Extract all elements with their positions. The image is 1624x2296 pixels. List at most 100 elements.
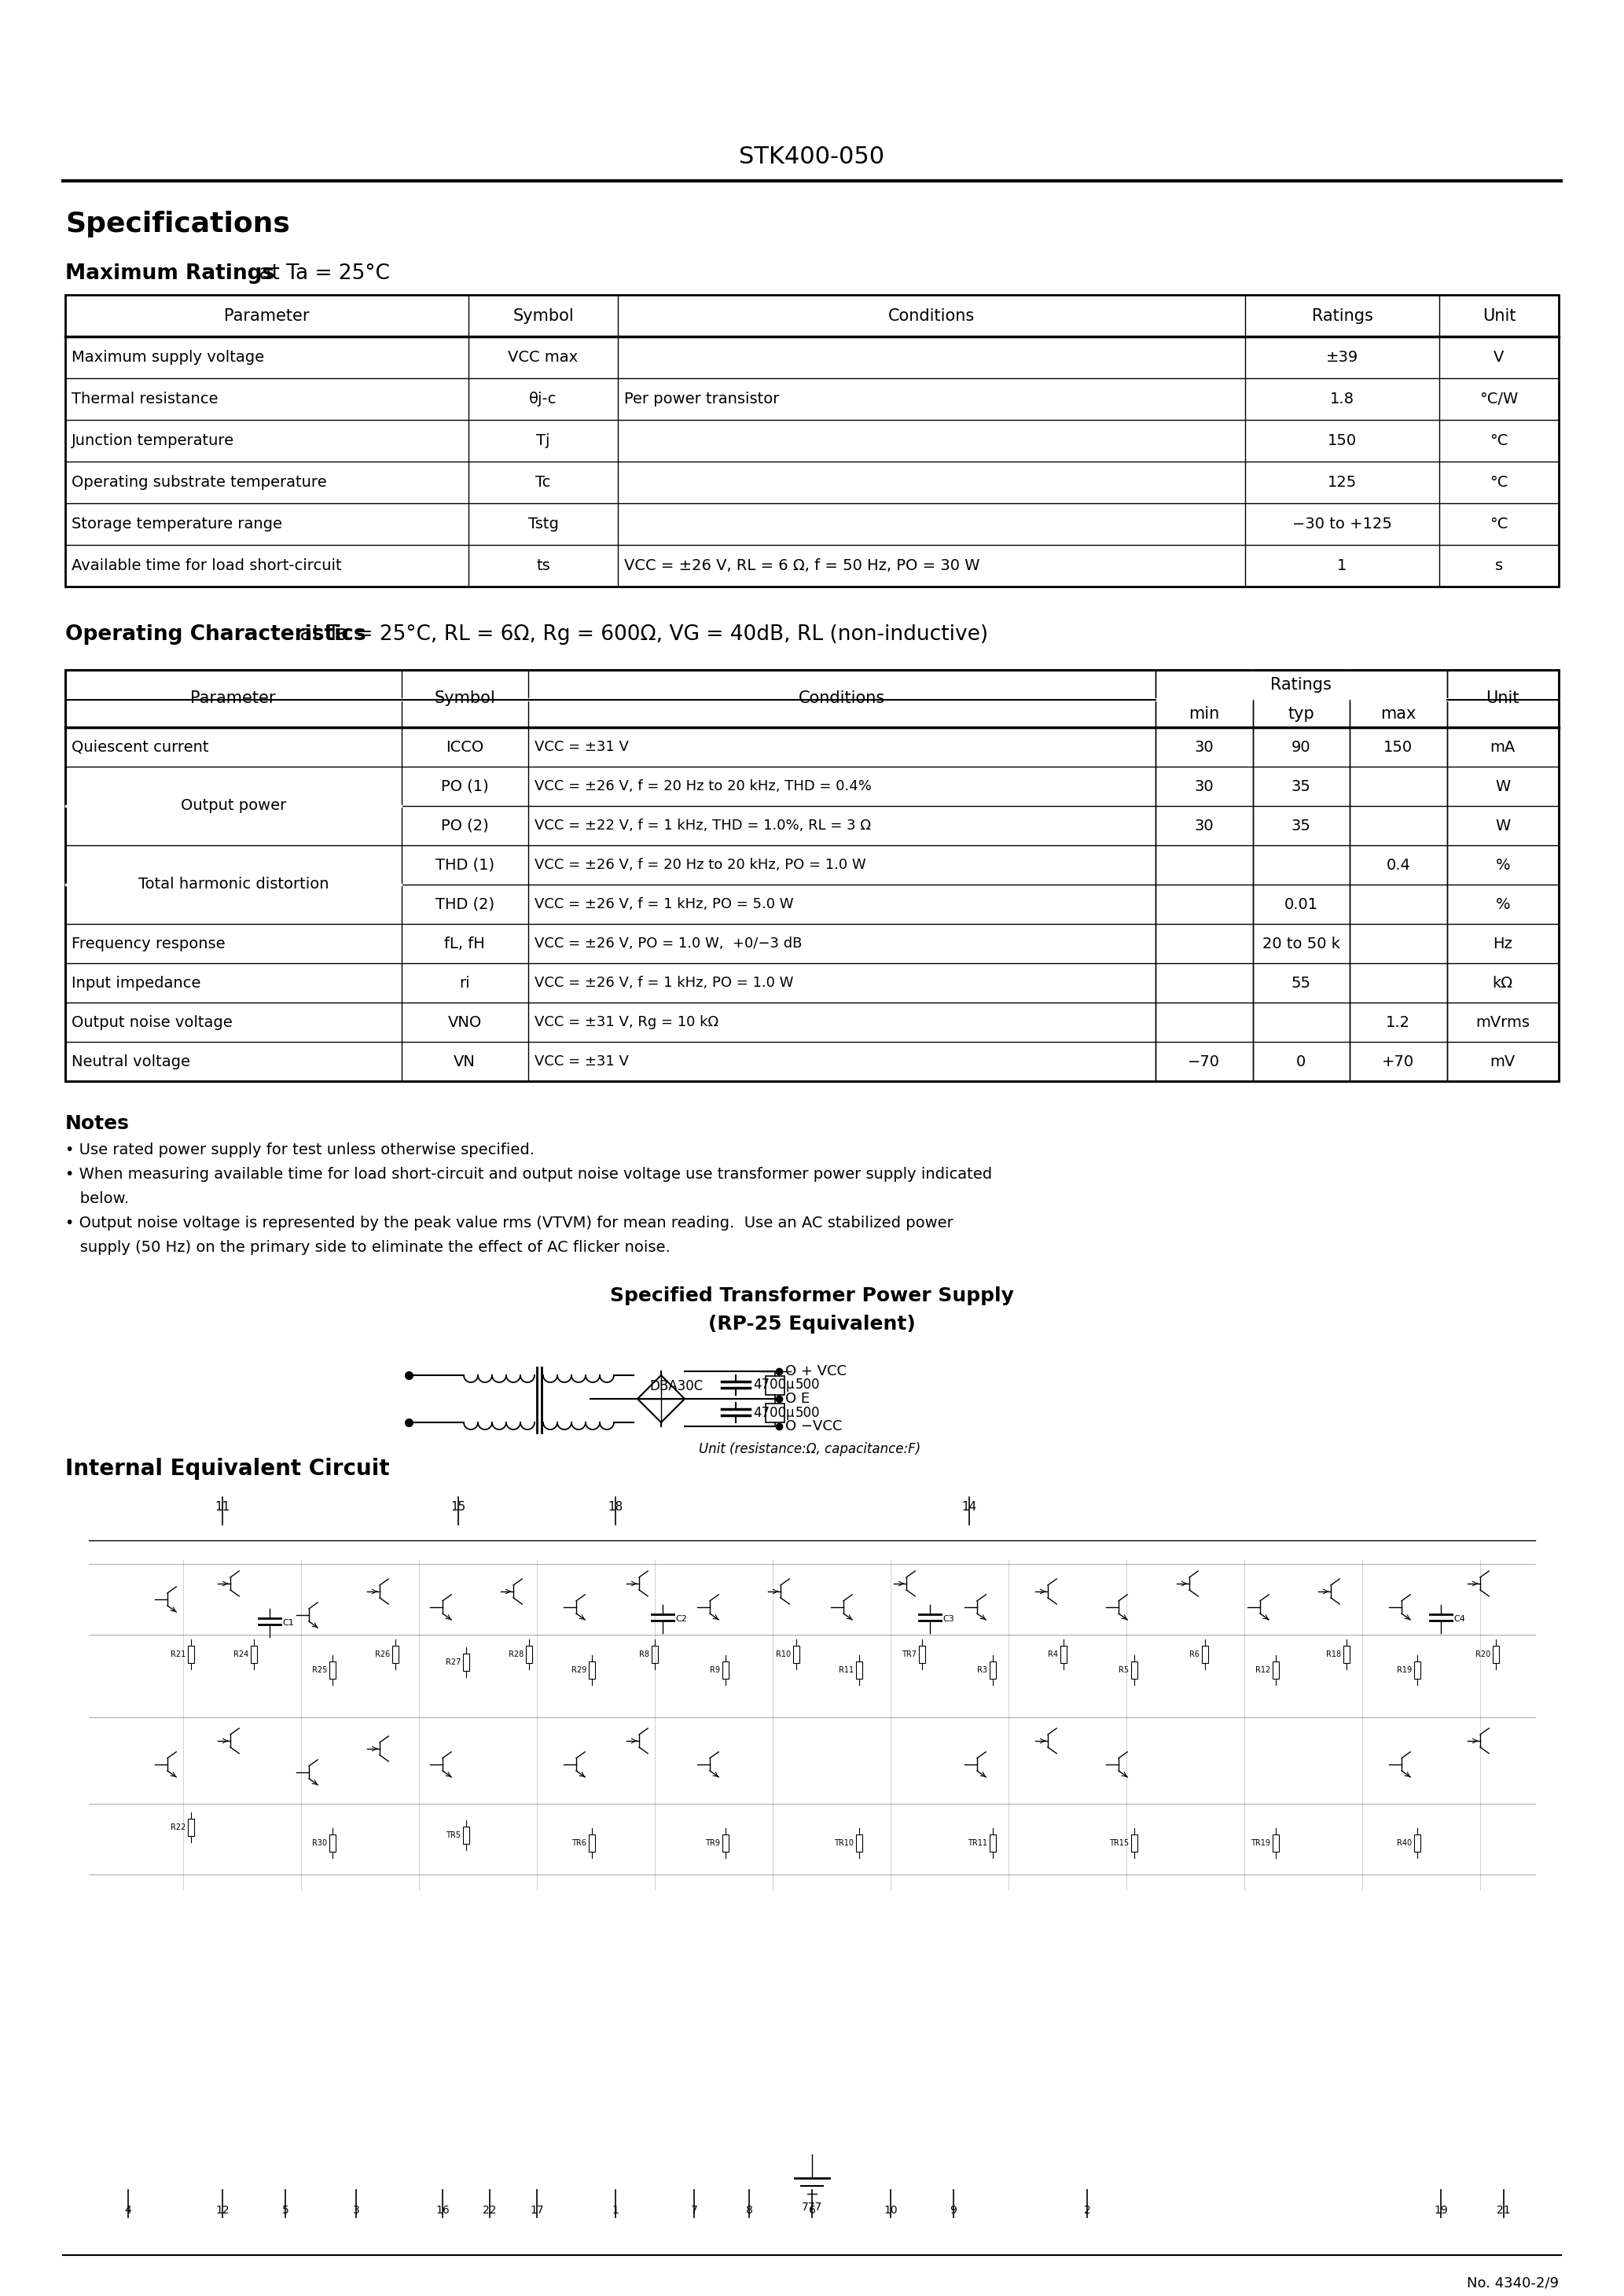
Text: 22: 22 [482,2204,497,2216]
Bar [463,1828,469,1844]
Text: 125: 125 [1327,475,1356,489]
Text: 4700μ: 4700μ [754,1378,794,1391]
Text: Symbol: Symbol [434,691,495,707]
Text: TR19: TR19 [1250,1839,1270,1846]
Text: at Ta = 25°C, RL = 6Ω, Rg = 600Ω, VG = 40dB, RL (non-inductive): at Ta = 25°C, RL = 6Ω, Rg = 600Ω, VG = 4… [294,625,987,645]
Text: °C: °C [1489,475,1509,489]
Text: R29: R29 [572,1667,586,1674]
Bar [590,1835,594,1853]
Text: Operating Characteristics: Operating Characteristics [65,625,365,645]
Text: DBA30C: DBA30C [650,1380,703,1394]
Text: Specified Transformer Power Supply: Specified Transformer Power Supply [611,1286,1013,1304]
Text: 150: 150 [1327,434,1356,448]
Text: Total harmonic distortion: Total harmonic distortion [138,877,328,893]
Text: Available time for load short-circuit: Available time for load short-circuit [71,558,341,574]
Text: 11: 11 [214,1502,231,1513]
Text: Tj: Tj [536,434,551,448]
Text: TR6: TR6 [572,1839,586,1846]
Text: Frequency response: Frequency response [71,937,226,951]
Text: 90: 90 [1291,739,1311,755]
Text: 19: 19 [1434,2204,1449,2216]
Text: 7: 7 [690,2204,698,2216]
Bar [330,1662,336,1678]
Text: R22: R22 [171,1823,185,1832]
Text: Tc: Tc [536,475,551,489]
Text: VCC = ±31 V: VCC = ±31 V [534,1054,628,1068]
Text: %: % [1496,856,1510,872]
Text: R26: R26 [375,1651,390,1658]
Text: typ: typ [1288,705,1314,721]
Text: C4: C4 [1453,1614,1465,1623]
Bar [65,294,1559,585]
Text: Specifications: Specifications [65,211,291,236]
Text: 1: 1 [1337,558,1346,574]
Text: 6: 6 [809,2204,815,2216]
Text: VCC = ±26 V, f = 1 kHz, PO = 5.0 W: VCC = ±26 V, f = 1 kHz, PO = 5.0 W [534,898,794,912]
Text: Parameter: Parameter [190,691,276,707]
Text: °C/W: °C/W [1479,393,1518,406]
Text: Neutral voltage: Neutral voltage [71,1054,190,1070]
Bar [723,1835,729,1853]
Text: ICCO: ICCO [447,739,484,755]
Bar [989,1662,996,1678]
Text: 500: 500 [796,1405,820,1419]
Bar [463,1653,469,1671]
Text: Parameter: Parameter [224,308,310,324]
Text: 20 to 50 k: 20 to 50 k [1262,937,1340,951]
Text: 18: 18 [607,1502,624,1513]
Bar [989,1835,996,1853]
Bar [1273,1835,1280,1853]
Bar [65,1497,1559,2218]
Text: R3: R3 [978,1667,987,1674]
Text: 9: 9 [950,2204,957,2216]
Text: VCC = ±26 V, RL = 6 Ω, f = 50 Hz, PO = 30 W: VCC = ±26 V, RL = 6 Ω, f = 50 Hz, PO = 3… [624,558,979,574]
Text: W: W [1496,778,1510,794]
Text: Notes: Notes [65,1114,130,1132]
Text: Maximum supply voltage: Maximum supply voltage [71,349,265,365]
Text: 777: 777 [802,2202,822,2213]
Text: Conditions: Conditions [799,691,885,707]
Text: Thermal resistance: Thermal resistance [71,393,218,406]
Text: R40: R40 [1397,1839,1411,1846]
Bar [526,1646,533,1662]
Bar [590,1662,594,1678]
Text: Internal Equivalent Circuit: Internal Equivalent Circuit [65,1458,390,1481]
Text: 30: 30 [1194,739,1213,755]
Bar [393,1646,398,1662]
Text: PO (2): PO (2) [440,817,489,833]
Text: Unit: Unit [1483,308,1515,324]
Text: R19: R19 [1397,1667,1411,1674]
Text: R6: R6 [1189,1651,1200,1658]
Text: VCC = ±22 V, f = 1 kHz, THD = 1.0%, RL = 3 Ω: VCC = ±22 V, f = 1 kHz, THD = 1.0%, RL =… [534,820,870,833]
Text: 1.2: 1.2 [1385,1015,1410,1029]
Text: R4: R4 [1047,1651,1059,1658]
Text: min: min [1189,705,1220,721]
Text: VCC = ±26 V, f = 1 kHz, PO = 1.0 W: VCC = ±26 V, f = 1 kHz, PO = 1.0 W [534,976,794,990]
Text: mVrms: mVrms [1476,1015,1530,1029]
Bar [651,1646,658,1662]
Text: V: V [1494,349,1504,365]
Bar [250,1646,257,1662]
Bar [330,1835,336,1853]
Text: O E: O E [786,1391,810,1405]
Text: Symbol: Symbol [513,308,573,324]
Text: 8: 8 [745,2204,752,2216]
Bar [793,1646,799,1662]
Text: W: W [1496,817,1510,833]
Bar [765,1375,784,1394]
Text: max: max [1380,705,1416,721]
Text: THD (2): THD (2) [435,898,494,912]
Text: R12: R12 [1255,1667,1270,1674]
Text: 15: 15 [451,1502,466,1513]
Bar [1415,1835,1421,1853]
Text: 5: 5 [283,2204,289,2216]
Text: • Use rated power supply for test unless otherwise specified.: • Use rated power supply for test unless… [65,1143,534,1157]
Text: R5: R5 [1119,1667,1129,1674]
Text: 150: 150 [1384,739,1413,755]
Bar [1132,1662,1137,1678]
Bar [723,1662,729,1678]
Text: 30: 30 [1194,778,1213,794]
Text: VNO: VNO [448,1015,482,1029]
Text: Maximum Ratings: Maximum Ratings [65,264,274,285]
Text: supply (50 Hz) on the primary side to eliminate the effect of AC flicker noise.: supply (50 Hz) on the primary side to el… [65,1240,671,1256]
